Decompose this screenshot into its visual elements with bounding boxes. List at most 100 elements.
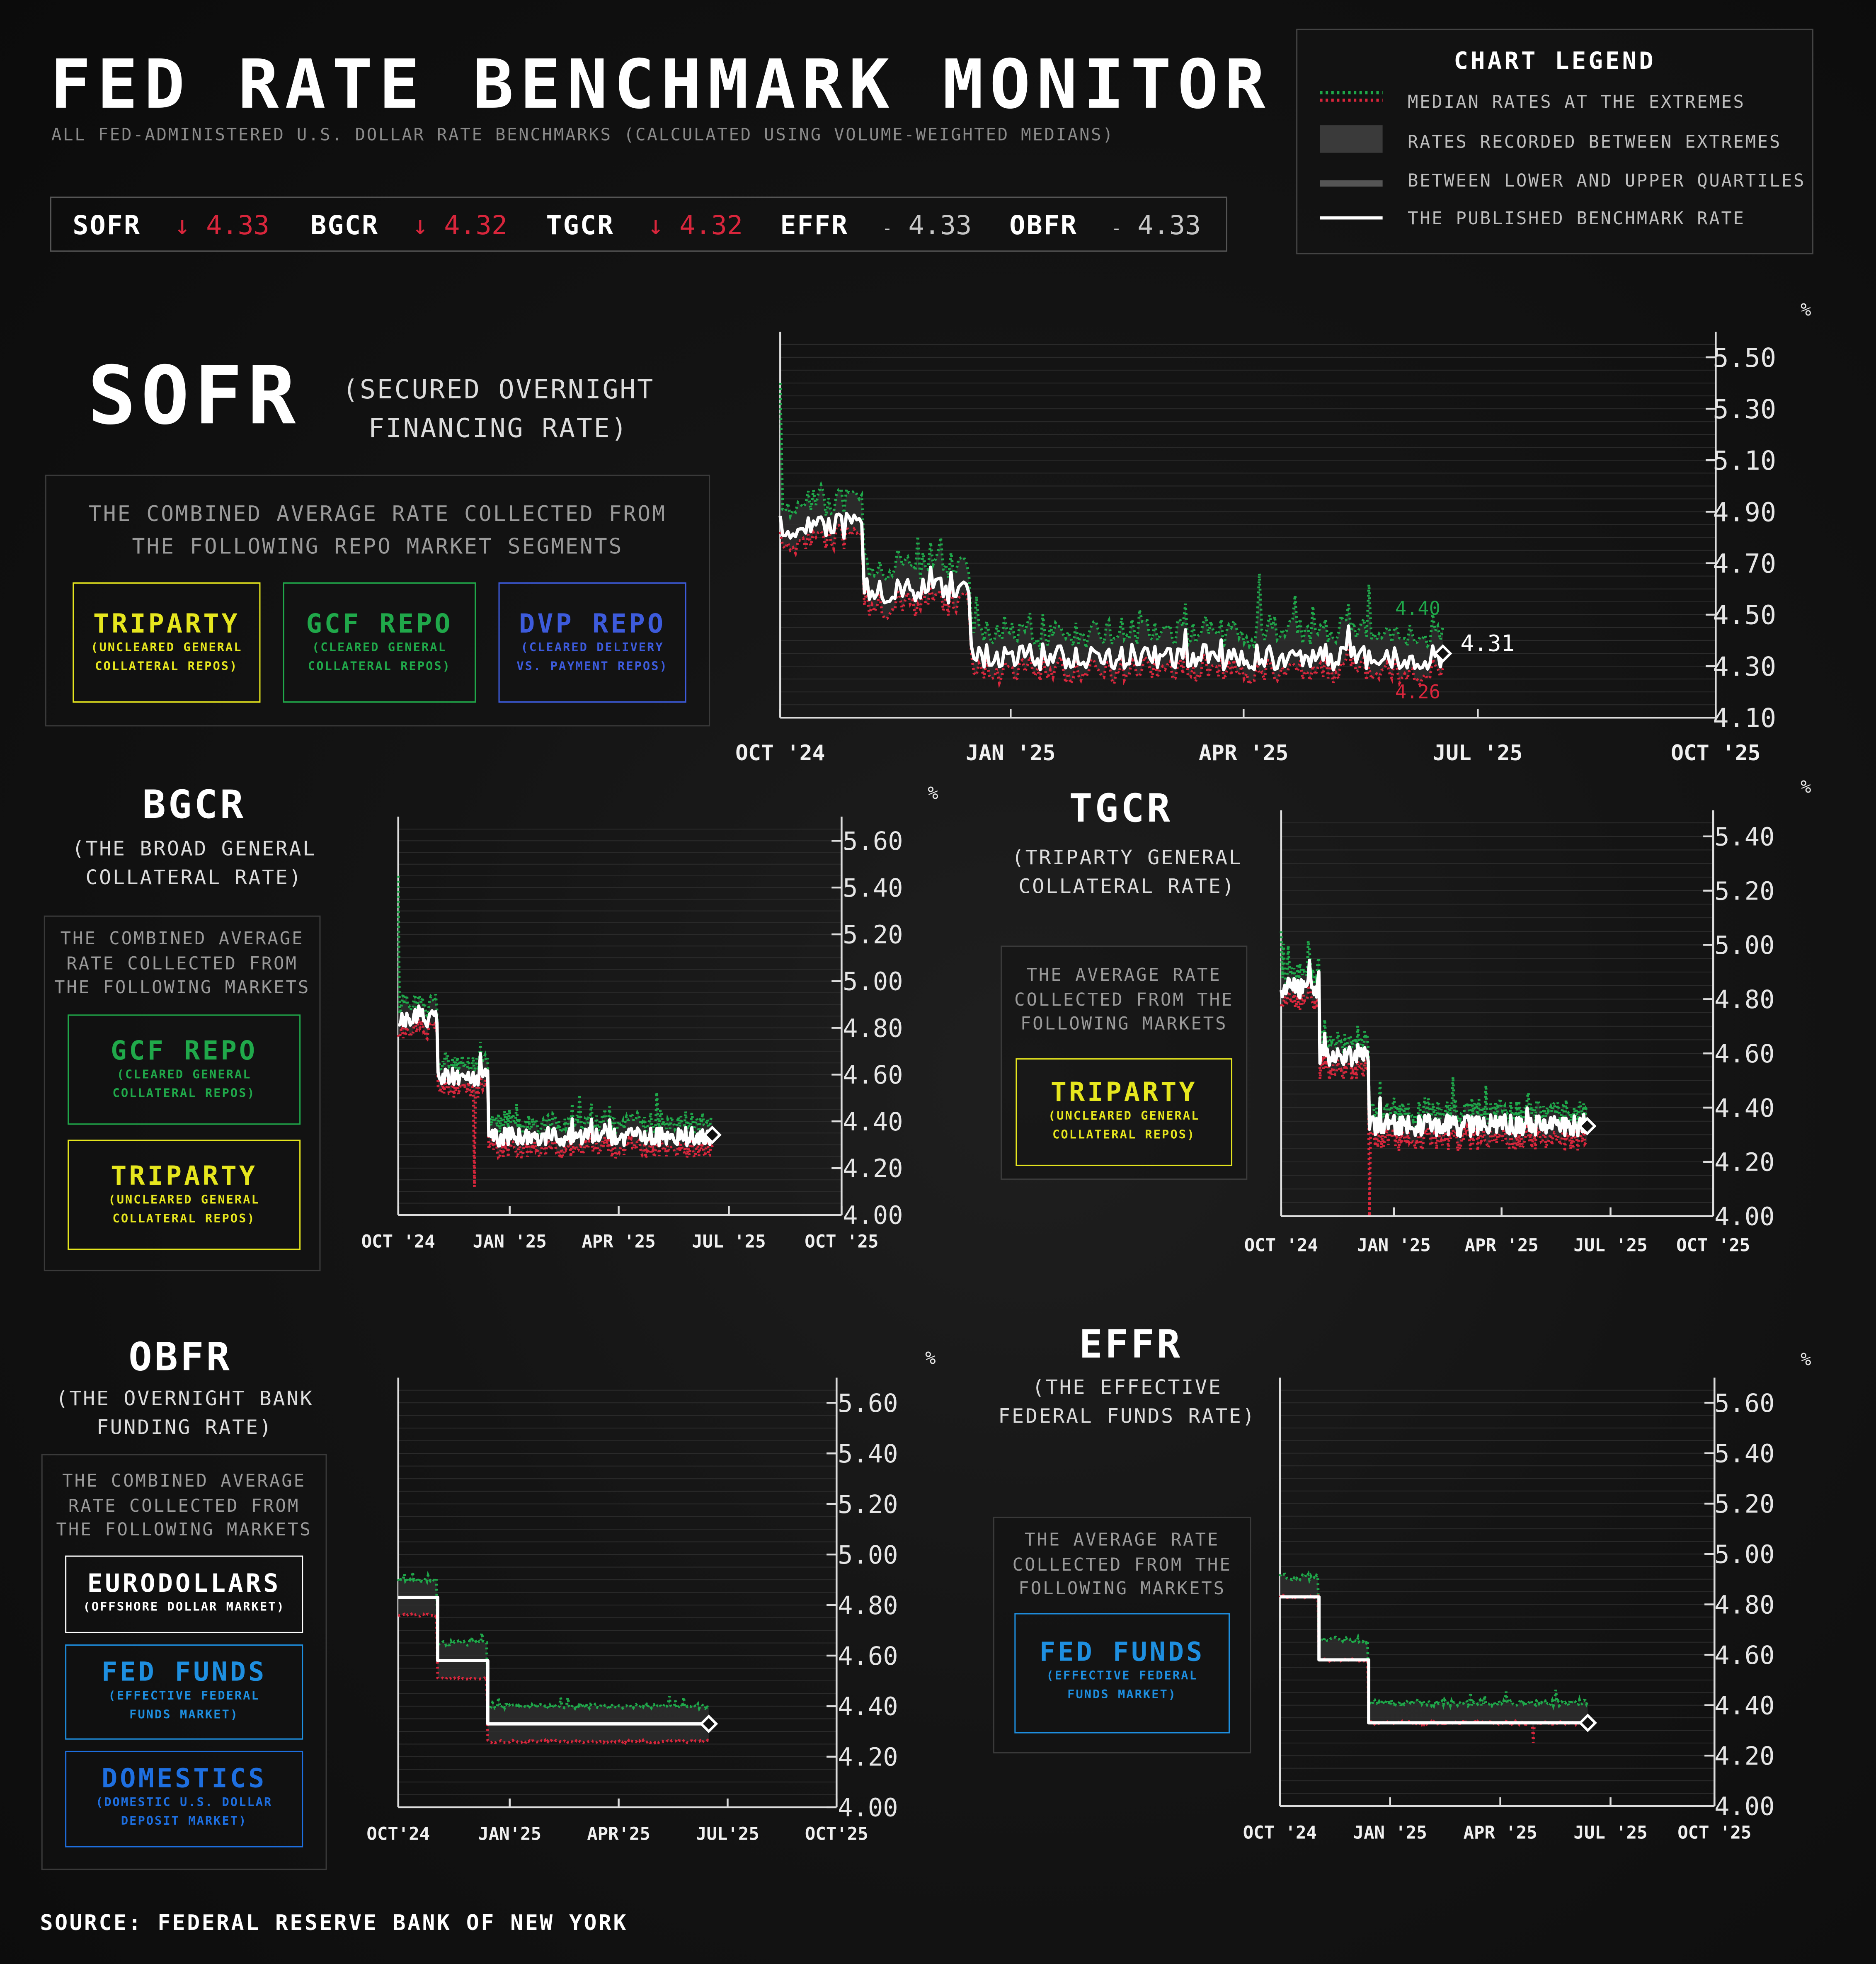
y-tick-label: 4.90 [1713,497,1776,527]
x-tick-label: JAN '25 [1353,1822,1427,1843]
bgcr-chart: 5.60 5.40 5.20 5.00 4.80 4.60 4.40 4.20 4.00% OCT… [361,783,938,1252]
legend-swatches [1320,91,1383,220]
y-tick-label: 4.40 [1714,1691,1774,1720]
segment-title: TRIPARTY [93,609,240,639]
segment-sub: (DOMESTIC U.S. DOLLAR [95,1796,273,1810]
segment-title: TRIPARTY [1050,1077,1197,1107]
legend-quartile-swatch-icon [1320,180,1383,187]
page-subtitle: ALL FED-ADMINISTERED U.S. DOLLAR RATE BE… [51,125,1115,145]
ticker-effr: EFFR - 4.33 [780,211,972,241]
y-tick-label: 5.40 [838,1440,898,1469]
published-rate-series [778,512,1445,672]
x-tick-label: OCT '24 [735,741,825,766]
fullname-line: (THE OVERNIGHT BANK [56,1386,314,1411]
fullname-line: (SECURED OVERNIGHT [342,374,654,405]
sofr-title: SOFR [87,350,301,444]
description: THE COMBINED AVERAGE RATE COLLECTED FROM… [43,1470,326,1544]
sofr-description-box: THE COMBINED AVERAGE RATE COLLECTED FROM… [45,475,710,727]
y-tick-label: 5.00 [838,1541,898,1570]
segment-sub: DEPOSIT MARKET) [121,1815,247,1829]
fullname-line: COLLATERAL RATE) [1018,874,1236,898]
end-marker-icon [699,1714,718,1734]
desc-line: THE FOLLOWING REPO MARKET SEGMENTS [132,535,623,560]
y-tick-label: 4.00 [1714,1792,1774,1821]
lower-value-label: 4.26 [1395,681,1440,703]
segment-title: GCF REPO [306,609,453,639]
y-tick-label: 5.20 [1714,1490,1774,1519]
y-tick-label: 4.80 [838,1591,898,1620]
lower-median-series [397,1018,714,1187]
desc-line: COLLECTED FROM THE [1012,1555,1232,1575]
ticker-tgcr: TGCR ↓ 4.32 [546,211,743,241]
sofr-chart: 5.50 5.30 5.10 4.90 4.70 4.50 4.30 4.10% OCT '24… [735,299,1811,766]
segment-fed-funds: FED FUNDS (EFFECTIVE FEDERAL FUNDS MARKE… [65,1644,303,1740]
y-tick-label: 5.20 [1714,877,1774,906]
desc-line: RATE COLLECTED FROM [68,1496,300,1516]
desc-line: THE AVERAGE RATE [1026,965,1222,986]
upper-median-series [397,1571,709,1713]
effr-fullname: (THE EFFECTIVE FEDERAL FUNDS RATE) [977,1372,1277,1430]
x-tick-label: JUL '25 [1573,1235,1647,1255]
y-tick-label: 4.20 [1714,1148,1774,1177]
unit-label: % [925,1348,936,1368]
ticker-value: 4.32 [679,210,743,241]
x-tick-label: OCT '25 [805,1231,878,1251]
segment-sub: FUNDS MARKET) [1067,1688,1177,1702]
desc-line: THE COMBINED AVERAGE [60,929,304,950]
range-band [398,1571,709,1743]
obfr-fullname: (THE OVERNIGHT BANK FUNDING RATE) [38,1384,332,1442]
down-arrow-icon: ↓ [174,210,190,241]
y-tick-label: 5.20 [838,1490,898,1519]
y-tick-label: 4.00 [1714,1203,1774,1232]
y-tick-label: 5.40 [1714,1439,1774,1468]
x-tick-label: OCT '25 [1677,1822,1751,1843]
y-tick-label: 5.50 [1713,342,1776,373]
legend-item: MEDIAN RATES AT THE EXTREMES [1408,92,1745,113]
segment-sub: (OFFSHORE DOLLAR MARKET) [83,1600,285,1615]
description: THE COMBINED AVERAGE RATE COLLECTED FROM… [45,928,320,1001]
segment-triparty: TRIPARTY (UNCLEARED GENERAL COLLATERAL R… [68,1140,301,1250]
unit-label: % [1801,299,1811,320]
segment-eurodollars: EURODOLLARS (OFFSHORE DOLLAR MARKET) [65,1555,303,1633]
x-tick-label: APR'25 [587,1823,650,1844]
segment-sub: VS. PAYMENT REPOS) [516,660,668,674]
rate-value-label: 4.31 [1460,630,1515,656]
dash-icon: - [1111,219,1122,240]
range-band [1281,931,1588,1216]
segment-fed-funds: FED FUNDS (EFFECTIVE FEDERAL FUNDS MARKE… [1014,1613,1230,1734]
y-tick-label: 4.20 [1714,1742,1774,1771]
desc-line: THE AVERAGE RATE [1024,1530,1220,1551]
y-tick-label: 5.10 [1713,445,1776,476]
y-tick-label: 4.70 [1713,548,1776,579]
bgcr-fullname: (THE BROAD GENERAL COLLATERAL RATE) [44,834,344,892]
ticker-value: 4.33 [1137,210,1201,241]
published-rate-series [397,1004,714,1148]
y-tick-label: 5.00 [1714,931,1774,960]
y-tick-label: 5.60 [1714,1389,1774,1418]
y-tick-label: 4.40 [838,1692,898,1722]
page-title: FED RATE BENCHMARK MONITOR [50,45,1272,124]
unit-label: % [928,783,938,803]
legend-item: RATES RECORDED BETWEEN EXTREMES [1408,133,1781,153]
ticker-name: EFFR [780,210,849,241]
desc-line: FOLLOWING MARKETS [1020,1014,1228,1035]
fullname-line: (THE BROAD GENERAL [72,837,316,861]
x-tick-label: OCT'24 [366,1823,430,1844]
x-tick-label: JUL'25 [696,1823,759,1844]
segment-sub: (EFFECTIVE FEDERAL [1046,1669,1198,1683]
legend-title: CHART LEGEND [1454,47,1656,75]
y-tick-label: 4.60 [1714,1040,1774,1069]
ticker-obfr: OBFR - 4.33 [1009,211,1201,241]
fullname-line: (THE EFFECTIVE [1032,1375,1222,1399]
segment-title: FED FUNDS [102,1657,267,1687]
description: THE COMBINED AVERAGE RATE COLLECTED FROM… [46,499,709,564]
segment-sub: COLLATERAL REPOS) [1052,1128,1196,1142]
sofr-fullname: (SECURED OVERNIGHT FINANCING RATE) [328,371,669,448]
y-tick-label: 4.10 [1713,703,1776,733]
legend-range-swatch-icon [1320,125,1383,153]
segment-sub: (EFFECTIVE FEDERAL [108,1689,260,1704]
y-tick-label: 5.30 [1713,394,1776,424]
y-tick-label: 4.30 [1713,651,1776,682]
chart-legend: CHART LEGEND MEDIAN RATES AT THE EXTREME… [1296,29,1813,255]
ticker-value: 4.32 [444,210,508,241]
